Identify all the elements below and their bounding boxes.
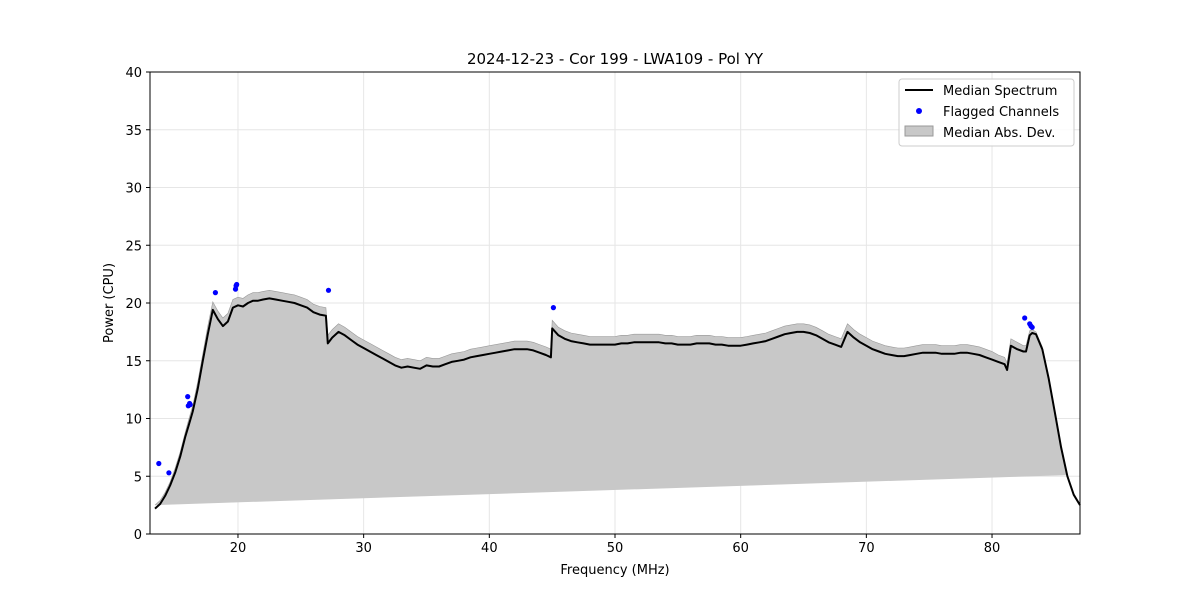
flagged-point [1022, 315, 1028, 321]
y-tick-label: 40 [125, 66, 142, 81]
median-line [154, 297, 1081, 510]
legend-marker-swatch [916, 108, 922, 114]
flagged-points [156, 281, 1035, 476]
y-tick-label: 30 [125, 182, 142, 197]
x-tick-label: 70 [858, 541, 875, 556]
y-tick-label: 35 [125, 124, 142, 139]
flagged-point [187, 402, 193, 408]
y-tick-label: 20 [125, 297, 142, 312]
legend-label-flagged: Flagged Channels [943, 105, 1059, 120]
x-axis-label: Frequency (MHz) [560, 563, 669, 578]
legend-label-median: Median Spectrum [943, 84, 1057, 99]
x-ticks: 20 30 40 50 60 70 80 [230, 534, 1001, 556]
flagged-point [550, 305, 557, 311]
x-tick-label: 30 [355, 541, 372, 556]
y-tick-label: 5 [134, 470, 142, 485]
x-tick-label: 60 [732, 541, 749, 556]
legend: Median Spectrum Flagged Channels Median … [898, 78, 1075, 147]
y-axis-label: Power (CPU) [102, 263, 117, 343]
mad-band [154, 289, 1068, 506]
flagged-point [234, 281, 240, 288]
flagged-point [156, 460, 162, 467]
y-tick-label: 10 [125, 413, 142, 428]
x-tick-label: 20 [230, 541, 247, 556]
legend-label-mad: Median Abs. Dev. [943, 126, 1055, 141]
flagged-point [212, 290, 218, 296]
flagged-point [185, 394, 191, 400]
legend-patch-swatch [904, 125, 934, 137]
flagged-point [325, 287, 332, 293]
median-spectrum-path [154, 297, 1081, 510]
y-ticks: 0 5 10 15 20 25 30 35 40 [125, 66, 150, 543]
y-tick-label: 15 [125, 355, 142, 370]
mad-band-area [154, 289, 1068, 506]
flagged-point [1029, 324, 1035, 330]
x-tick-label: 80 [984, 541, 1001, 556]
chart-title: 2024-12-23 - Cor 199 - LWA109 - Pol YY [467, 50, 764, 68]
x-tick-label: 50 [607, 541, 624, 556]
y-tick-label: 25 [125, 239, 142, 254]
x-tick-label: 40 [481, 541, 498, 556]
y-tick-label: 0 [134, 528, 142, 543]
legend-box [898, 78, 1075, 147]
flagged-point [166, 470, 172, 476]
